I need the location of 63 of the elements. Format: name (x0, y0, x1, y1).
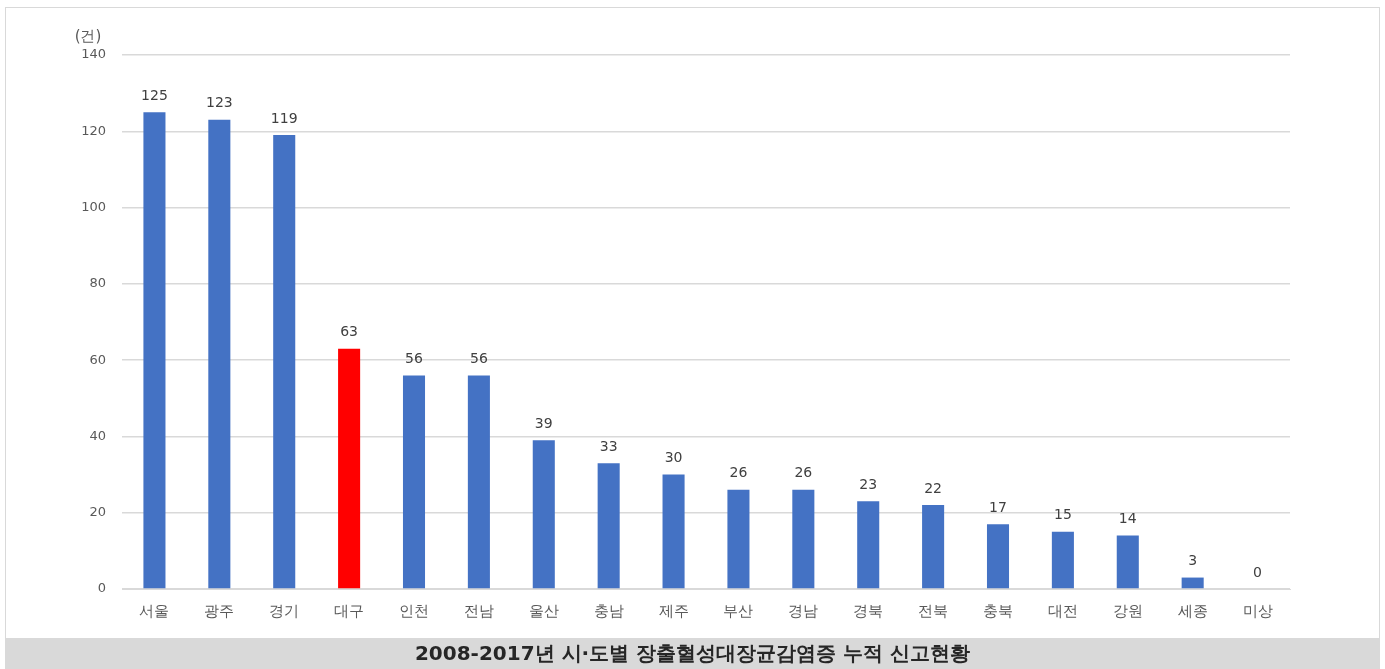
y-tick-label: 40 (89, 427, 106, 443)
x-tick-label: 세종 (1177, 601, 1208, 620)
data-label: 33 (599, 437, 618, 454)
x-tick-label: 전남 (463, 601, 494, 620)
text: 2008-2017년 시·도별 장출혈성대장균감염증 누적 신고현황 (6, 638, 1379, 669)
y-tick-label: 80 (89, 275, 106, 291)
x-tick-label: 인천 (399, 601, 429, 620)
x-tick-label: 광주 (204, 601, 235, 620)
bar (467, 375, 490, 589)
bar (922, 505, 945, 589)
bar (532, 440, 555, 589)
x-tick-label: 대전 (1047, 601, 1078, 620)
data-label: 22 (924, 479, 943, 496)
data-label: 17 (989, 498, 1007, 515)
x-tick-label: 서울 (139, 601, 170, 620)
data-label: 0 (1253, 563, 1263, 580)
x-tick-label: 충남 (593, 601, 624, 620)
bar (792, 489, 815, 589)
data-label: 14 (1118, 510, 1137, 527)
x-tick-label: 충북 (983, 601, 1013, 620)
bar (143, 112, 166, 589)
bar (727, 489, 750, 589)
data-label: 23 (859, 475, 878, 492)
x-tick-label: 전북 (918, 601, 949, 620)
data-label: 56 (405, 350, 423, 367)
data-label: 119 (270, 109, 298, 126)
bar (338, 348, 361, 589)
data-label: 30 (664, 449, 683, 466)
y-tick-label: 120 (81, 122, 106, 138)
data-label: 125 (141, 86, 168, 103)
x-tick-label: 경기 (269, 601, 300, 620)
data-label: 26 (729, 464, 748, 481)
x-tick-label: 대구 (334, 601, 365, 620)
data-label: 123 (205, 94, 233, 111)
data-label: 63 (340, 323, 359, 340)
x-tick-label: 경북 (853, 601, 884, 620)
bar (597, 463, 620, 589)
y-tick-label: 140 (81, 46, 106, 62)
x-tick-label: 부산 (723, 601, 754, 620)
bar (402, 375, 426, 589)
bar (986, 524, 1010, 589)
y-tick-label: 60 (89, 351, 106, 367)
bar (208, 119, 231, 589)
data-label: 26 (794, 464, 813, 481)
bar (1116, 535, 1139, 589)
x-tick-label: 제주 (658, 601, 689, 620)
y-tick-label: 0 (97, 580, 106, 596)
data-label: 15 (1053, 506, 1072, 523)
y-tick-label: 100 (81, 198, 106, 214)
y-axis-title: (건) (74, 27, 102, 46)
data-label: 56 (469, 350, 488, 367)
x-tick-label: 경남 (788, 601, 819, 620)
bar (857, 501, 880, 589)
bar (1181, 577, 1204, 589)
y-tick-label: 20 (89, 504, 106, 520)
x-tick-label: 미상 (1242, 601, 1273, 620)
x-tick-label: 울산 (528, 601, 559, 620)
data-label: 3 (1188, 552, 1198, 569)
bar (273, 135, 296, 589)
data-label: 39 (534, 414, 553, 431)
bar (1051, 531, 1074, 589)
x-tick-label: 강원 (1112, 601, 1143, 620)
bar (662, 474, 685, 589)
